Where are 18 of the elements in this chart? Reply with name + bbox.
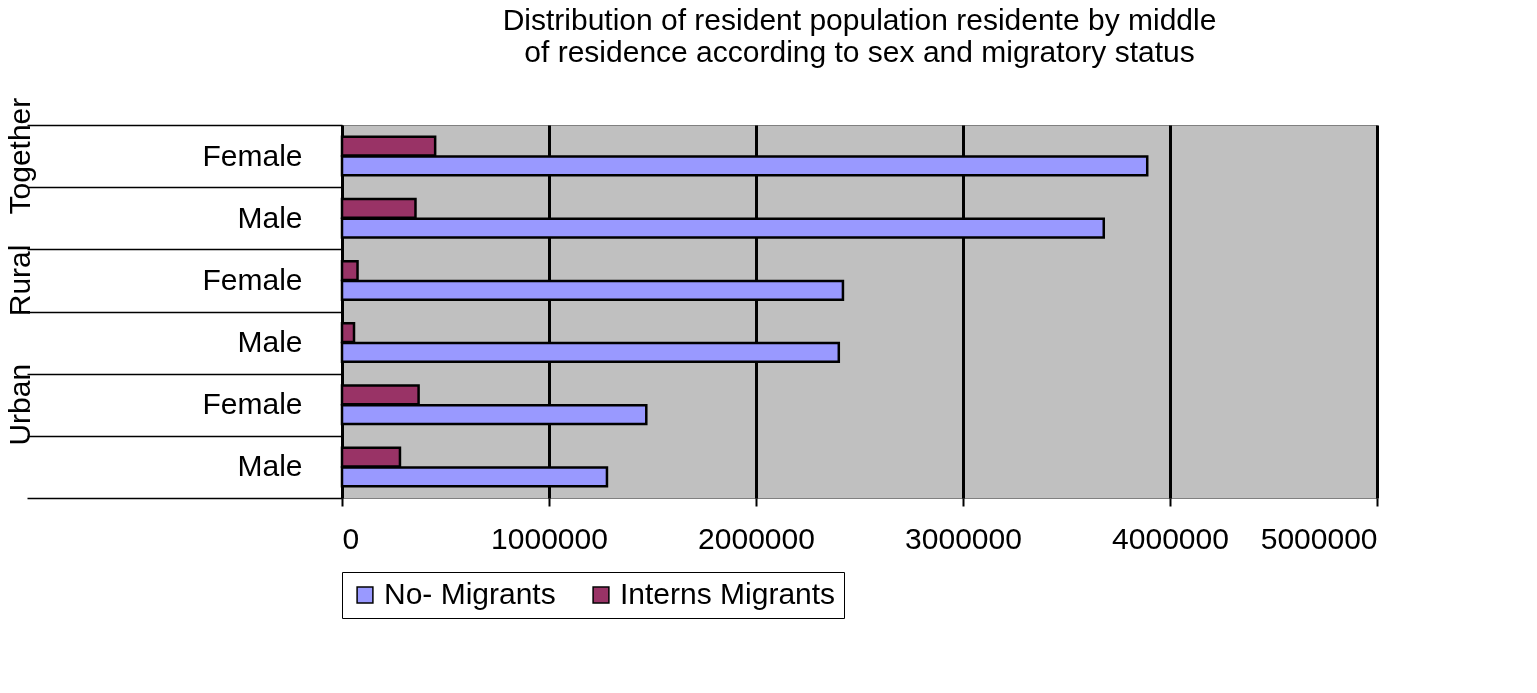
text: Rural: [3, 244, 36, 317]
x-tick-label: 4000000: [1112, 521, 1229, 555]
text: Urban: [3, 363, 36, 446]
legend-label: Interns Migrants: [620, 577, 836, 610]
y-tick-label: Male: [237, 325, 303, 359]
x-tick-label: 0: [342, 521, 360, 555]
text: Distribution of resident population residente by middle: [502, 2, 1217, 36]
y-tick-label: Female: [202, 138, 303, 172]
x-tick-label: 3000000: [905, 521, 1022, 555]
y-tick-label: Male: [237, 449, 303, 483]
y-tick-label: Female: [202, 262, 303, 296]
y-tick-label: Female: [202, 387, 303, 421]
legend-label: No- Migrants: [384, 577, 556, 610]
x-tick-label: 1000000: [491, 521, 608, 555]
text: Together: [3, 97, 36, 215]
x-tick-label: 2000000: [698, 521, 815, 555]
x-tick-label: 5000000: [1260, 521, 1378, 555]
y-tick-label: Male: [237, 200, 303, 234]
